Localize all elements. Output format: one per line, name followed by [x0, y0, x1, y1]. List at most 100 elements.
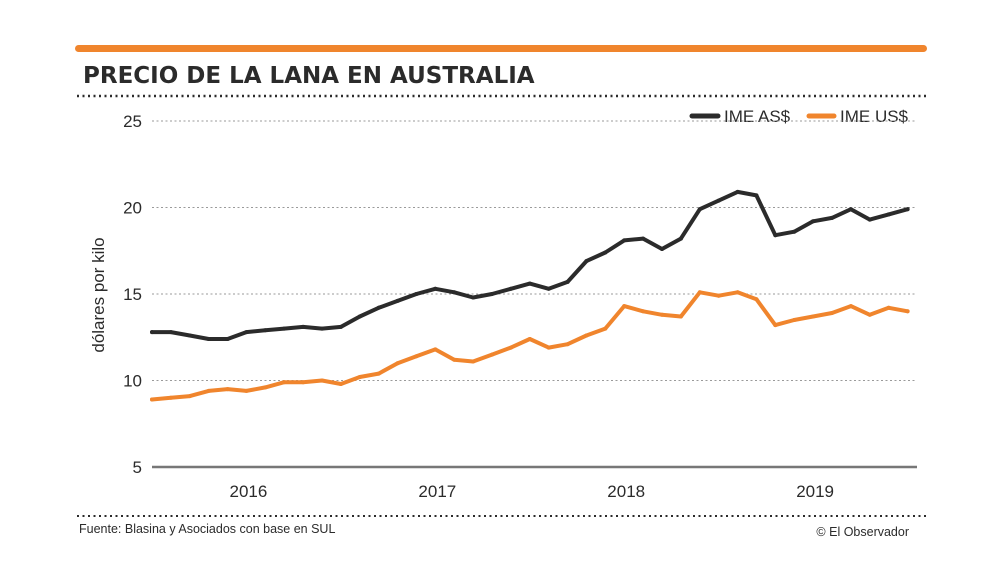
data-point: [584, 333, 589, 338]
data-point: [206, 388, 211, 393]
series-lines: [150, 189, 910, 402]
data-point: [622, 304, 627, 309]
data-point: [471, 295, 476, 300]
data-point: [792, 318, 797, 322]
credit-note: © El Observador: [816, 525, 909, 539]
data-point: [414, 354, 419, 359]
x-tick-label: 2019: [796, 482, 834, 501]
y-tick-label: 10: [123, 372, 142, 391]
data-point: [622, 238, 627, 243]
data-point: [187, 394, 192, 399]
y-tick-label: 20: [123, 199, 142, 218]
data-point: [678, 314, 683, 319]
data-point: [282, 326, 287, 331]
data-point: [490, 352, 494, 357]
data-point: [848, 207, 853, 212]
data-point: [641, 309, 646, 314]
data-point: [716, 293, 721, 298]
data-point: [508, 286, 513, 291]
y-tick-label: 25: [123, 112, 142, 131]
legend: IME AS$ IME US$: [689, 107, 909, 126]
chart-title: PRECIO DE LA LANA EN AUSTRALIA: [83, 63, 535, 89]
y-tick-label: 5: [133, 458, 142, 477]
data-point: [830, 215, 834, 220]
x-axis-ticks: 2016 2017 2018 2019: [230, 482, 834, 501]
data-point: [168, 330, 173, 335]
data-point: [811, 314, 816, 319]
data-point: [905, 309, 910, 314]
data-point: [905, 207, 910, 212]
data-point: [490, 292, 494, 296]
data-point: [584, 259, 589, 264]
data-point: [414, 292, 419, 296]
data-point: [735, 189, 740, 194]
source-note: Fuente: Blasina y Asociados con base en …: [79, 522, 335, 536]
data-point: [452, 290, 457, 295]
legend-label-ime-as: IME AS$: [724, 107, 791, 126]
data-point: [848, 304, 853, 309]
series-points-ime-us: [150, 290, 910, 402]
data-point: [660, 247, 664, 251]
data-point: [546, 345, 551, 350]
data-point: [697, 290, 702, 295]
data-point: [754, 193, 759, 198]
data-point: [320, 378, 324, 383]
data-point: [376, 305, 381, 310]
data-point: [867, 217, 872, 222]
data-point: [773, 323, 778, 328]
data-point: [357, 375, 362, 379]
data-point: [244, 330, 249, 335]
data-point: [546, 286, 551, 291]
data-point: [471, 359, 476, 364]
series-line-ime-as: [150, 189, 910, 341]
data-point: [565, 342, 570, 347]
data-point: [452, 357, 457, 362]
data-point: [886, 212, 891, 217]
series-points-ime-as: [150, 189, 910, 341]
x-tick-label: 2017: [418, 482, 456, 501]
data-point: [527, 281, 532, 286]
gridlines: [152, 120, 917, 381]
y-axis-label: dólares por kilo: [89, 237, 108, 352]
data-point: [754, 297, 759, 302]
data-point: [792, 229, 797, 234]
data-point: [301, 380, 306, 385]
data-point: [187, 333, 192, 338]
legend-label-ime-us: IME US$: [840, 107, 909, 126]
data-point: [433, 347, 438, 352]
data-point: [395, 298, 400, 303]
data-point: [773, 233, 778, 238]
data-point: [433, 286, 438, 291]
data-point: [641, 236, 646, 241]
data-point: [735, 290, 740, 295]
series-line-ime-us: [150, 290, 910, 402]
data-point: [716, 198, 721, 203]
data-point: [244, 388, 249, 393]
data-point: [282, 380, 287, 385]
data-point: [263, 328, 268, 333]
data-point: [320, 326, 324, 331]
data-point: [206, 337, 211, 341]
data-point: [867, 312, 872, 317]
data-point: [338, 382, 343, 386]
data-point: [357, 314, 362, 319]
data-point: [150, 397, 154, 402]
data-point: [830, 311, 834, 315]
data-point: [886, 305, 891, 310]
data-point: [301, 324, 306, 329]
x-tick-label: 2018: [607, 482, 645, 501]
data-point: [395, 361, 400, 366]
data-point: [697, 207, 702, 212]
header-accent-bar: [75, 45, 927, 52]
data-point: [225, 337, 230, 341]
data-point: [150, 330, 154, 335]
data-point: [565, 279, 570, 284]
data-point: [678, 236, 683, 241]
y-tick-label: 15: [123, 285, 142, 304]
y-axis-ticks: 5 10 15 20 25: [123, 112, 142, 477]
data-point: [376, 371, 381, 376]
x-tick-label: 2016: [230, 482, 268, 501]
data-point: [263, 385, 268, 390]
data-point: [508, 345, 513, 350]
